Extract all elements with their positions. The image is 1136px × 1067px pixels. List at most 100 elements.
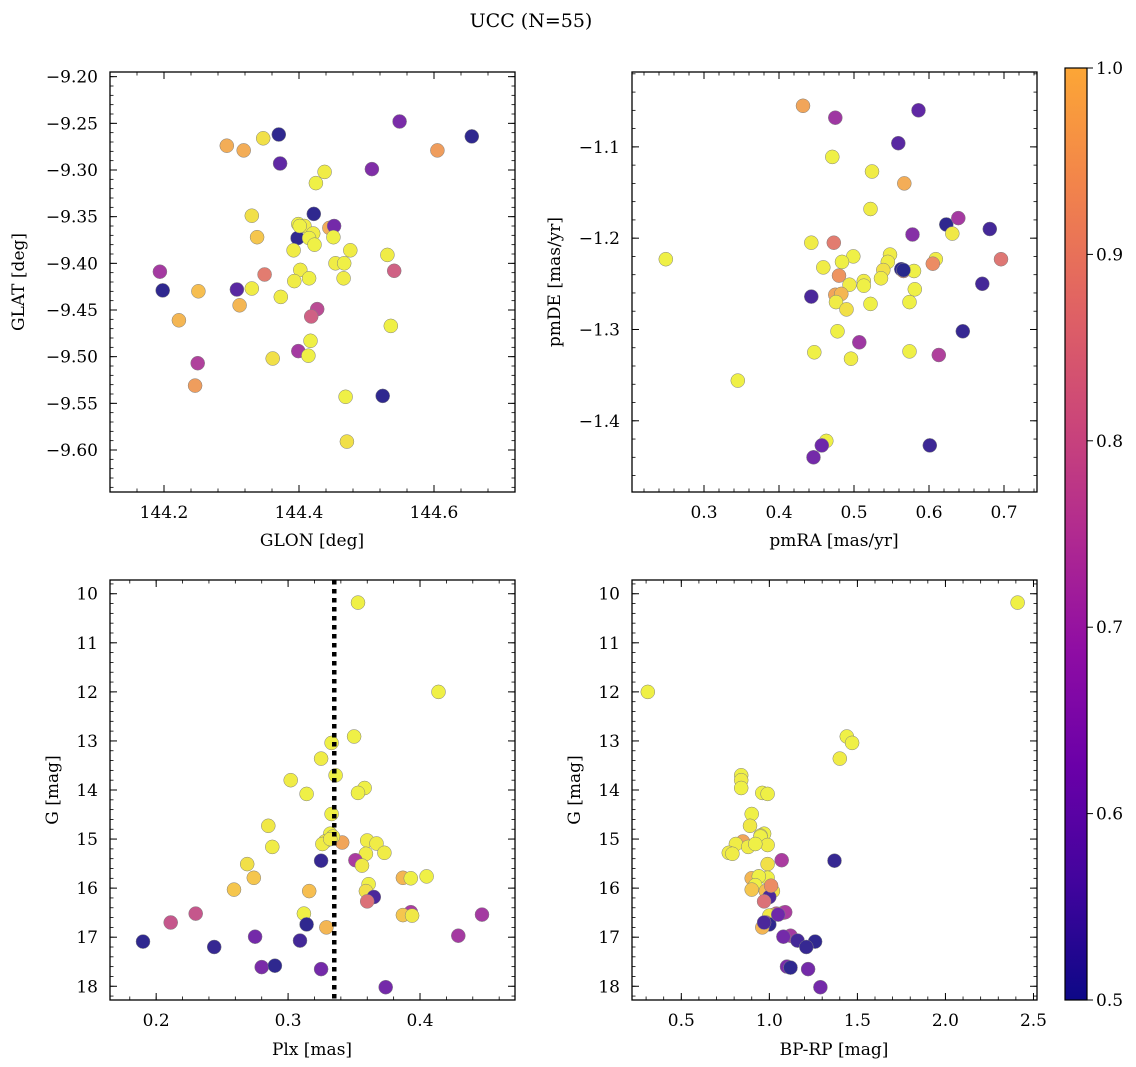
data-point (369, 836, 384, 851)
data-point (190, 355, 205, 371)
y-tick-label: 16 (598, 879, 620, 899)
data-point (776, 929, 791, 944)
data-point (897, 176, 912, 191)
colorbar-gradient (1064, 67, 1088, 1001)
data-point (350, 595, 366, 610)
data-point (255, 131, 271, 146)
data-point (346, 729, 362, 744)
x-tick-label: 0.3 (690, 503, 717, 523)
data-point (770, 907, 786, 922)
data-point (155, 283, 170, 298)
data-point (431, 684, 446, 700)
data-point (464, 129, 480, 144)
data-point (975, 276, 990, 292)
data-point (430, 143, 445, 158)
data-point (806, 450, 821, 465)
colorbar-tick-label: 1.0 (1096, 59, 1123, 79)
y-tick-label: 15 (598, 830, 620, 850)
x-tick-label: 0.4 (765, 503, 792, 523)
data-point (725, 846, 740, 862)
y-axis-label: G [mag] (565, 755, 585, 824)
data-point (896, 262, 911, 278)
data-point (246, 870, 262, 886)
y-tick-label: 10 (598, 585, 620, 605)
data-point (187, 378, 203, 393)
data-point (907, 282, 923, 297)
data-point (828, 110, 843, 125)
data-point (313, 853, 329, 868)
colorbar-tick-label: 0.8 (1096, 432, 1123, 452)
data-point (832, 751, 848, 766)
data-point (843, 351, 859, 366)
y-axis-label: pmDE [mas/yr] (545, 217, 565, 347)
data-point (795, 98, 811, 114)
data-point (814, 438, 830, 453)
y-tick-label: 18 (598, 977, 620, 997)
data-point (804, 235, 819, 250)
y-tick-label: 17 (598, 928, 620, 948)
data-point (825, 149, 840, 165)
data-point (419, 869, 434, 884)
data-point (756, 894, 772, 909)
y-tick-label: 12 (76, 683, 98, 703)
data-point (640, 684, 656, 700)
data-point (742, 818, 758, 834)
data-point (760, 837, 775, 853)
data-point (744, 882, 759, 897)
y-tick-label: 17 (76, 928, 98, 948)
y-tick-label: 10 (76, 585, 98, 605)
y-tick-label: −9.20 (46, 68, 98, 88)
data-point (301, 883, 317, 899)
y-tick-label: −9.35 (46, 208, 98, 228)
data-point (807, 345, 822, 360)
x-tick-label: 0.6 (915, 503, 942, 523)
x-tick-label: 0.2 (143, 1011, 170, 1031)
data-point (748, 836, 763, 852)
data-point (863, 201, 878, 217)
x-tick-label: 0.5 (668, 1011, 695, 1031)
data-point (993, 251, 1009, 267)
data-point (902, 344, 917, 359)
data-point (816, 260, 831, 275)
data-point (292, 933, 308, 948)
data-point (261, 818, 276, 834)
x-tick-label: 144.2 (140, 503, 189, 523)
data-point (265, 839, 280, 855)
data-point (1010, 595, 1025, 610)
points-pmra-pmde (658, 98, 1009, 465)
data-point (271, 127, 287, 142)
y-tick-label: −9.60 (46, 441, 98, 461)
data-point (760, 856, 775, 872)
data-point (451, 928, 466, 943)
data-point (188, 906, 203, 921)
x-axis-label: BP-RP [mag] (780, 1040, 889, 1060)
data-point (856, 278, 872, 293)
data-point (891, 135, 906, 151)
data-point (303, 333, 318, 349)
data-point (319, 920, 334, 935)
data-point (951, 210, 966, 226)
y-tick-label: −9.50 (46, 348, 98, 368)
y-tick-label: 15 (76, 830, 98, 850)
x-tick-label: 0.5 (840, 503, 867, 523)
data-point (286, 243, 301, 258)
data-point (774, 852, 789, 868)
y-tick-label: −1.3 (579, 320, 620, 340)
data-point (827, 853, 842, 868)
data-point (206, 939, 222, 955)
x-tick-label: 1.5 (844, 1011, 871, 1031)
x-tick-label: 2.5 (1020, 1011, 1047, 1031)
data-point (244, 281, 260, 296)
data-point (299, 917, 314, 932)
data-point (380, 247, 395, 263)
figure-title: UCC (N=55) (470, 10, 593, 32)
data-point (265, 351, 280, 366)
data-point (813, 979, 828, 995)
data-point (378, 979, 393, 995)
data-point (364, 161, 380, 177)
data-point (864, 164, 880, 179)
plot-frame (631, 71, 1038, 493)
data-point (730, 373, 746, 388)
colorbar-tick-label: 0.7 (1096, 618, 1123, 638)
colorbar-tick-label: 0.6 (1096, 805, 1123, 825)
